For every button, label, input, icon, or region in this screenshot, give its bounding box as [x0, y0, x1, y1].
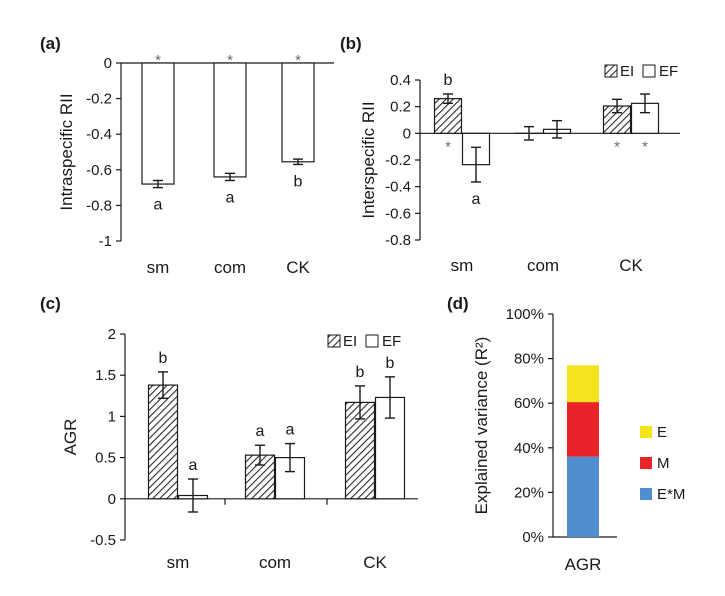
panel-label: (a) [40, 34, 61, 53]
y-tick-label: 0.4 [390, 72, 411, 89]
significance-letter: a [189, 457, 198, 474]
legend-label: E [657, 424, 667, 441]
significance-star: * [227, 52, 233, 69]
bar-hatched [147, 384, 179, 500]
significance-letter: b [386, 355, 395, 372]
stacked-bar-segment [567, 402, 599, 457]
legend-swatch [640, 426, 652, 438]
legend-swatch [640, 488, 652, 500]
y-axis-title: Explained variance (R²) [472, 337, 491, 515]
y-tick-label: -0.4 [86, 126, 112, 143]
bar-open [141, 62, 175, 185]
legend-swatch [640, 457, 652, 469]
y-tick-label: -0.5 [90, 532, 116, 549]
panel-label: (c) [40, 294, 61, 313]
panel-label: (d) [447, 294, 469, 313]
x-category-label: sm [147, 258, 170, 277]
x-category-label: com [214, 258, 246, 277]
legend-swatch [365, 334, 379, 348]
legend-swatch [604, 64, 618, 78]
y-tick-label: 1 [108, 408, 116, 425]
x-category-label: com [527, 256, 559, 275]
y-tick-label: 0% [522, 529, 544, 546]
x-category-label: sm [451, 256, 474, 275]
y-tick-label: 0 [403, 125, 411, 142]
significance-star: * [295, 52, 301, 69]
y-tick-label: 20% [514, 484, 544, 501]
y-tick-label: -0.2 [86, 91, 112, 108]
y-tick-label: 2 [108, 326, 116, 343]
x-category-label: sm [167, 553, 190, 572]
significance-letter: a [256, 423, 265, 440]
bar-hatched [433, 98, 463, 134]
significance-letter: b [159, 350, 168, 367]
significance-star: * [614, 138, 620, 155]
significance-letter: b [444, 72, 453, 89]
y-tick-label: -0.8 [385, 232, 411, 249]
panel-label: (b) [340, 34, 362, 53]
x-category-label: CK [363, 553, 387, 572]
y-tick-label: 0 [108, 491, 116, 508]
legend-swatch [327, 334, 341, 348]
y-tick-label: 60% [514, 395, 544, 412]
legend-label: E*M [657, 486, 685, 503]
legend-swatch [642, 64, 656, 78]
y-tick-label: 0 [104, 55, 112, 72]
y-tick-label: -0.8 [86, 197, 112, 214]
significance-letter: a [286, 422, 295, 439]
significance-star: * [642, 138, 648, 155]
y-tick-label: -0.2 [385, 152, 411, 169]
x-category-label: CK [286, 258, 310, 277]
significance-letter: b [356, 364, 365, 381]
significance-letter: b [294, 173, 303, 190]
significance-star: * [445, 138, 451, 155]
x-category-label: com [259, 553, 291, 572]
stacked-bar-segment [567, 365, 599, 403]
significance-star: * [155, 52, 161, 69]
y-tick-label: 40% [514, 440, 544, 457]
stacked-bar-segment [567, 456, 599, 537]
y-tick-label: 0.5 [95, 450, 116, 467]
significance-letter: a [226, 189, 235, 206]
y-tick-label: 100% [506, 306, 544, 323]
y-axis-title: Intraspecific RII [57, 93, 76, 210]
significance-letter: a [154, 197, 163, 214]
y-tick-label: 1.5 [95, 367, 116, 384]
x-category-label: AGR [565, 555, 602, 574]
y-tick-label: -0.6 [385, 205, 411, 222]
legend-label: M [657, 455, 670, 472]
significance-letter: a [472, 191, 481, 208]
y-tick-label: -1 [99, 233, 112, 250]
legend-label: EI [620, 63, 634, 80]
y-axis-title: AGR [61, 419, 80, 456]
legend-label: EF [659, 63, 678, 80]
legend-label: EF [382, 333, 401, 350]
y-tick-label: 80% [514, 351, 544, 368]
y-axis-title: Interspecific RII [359, 101, 378, 218]
y-tick-label: 0.2 [390, 99, 411, 116]
y-tick-label: -0.4 [385, 179, 411, 196]
y-tick-label: -0.6 [86, 162, 112, 179]
legend-label: EI [343, 333, 357, 350]
x-category-label: CK [619, 256, 643, 275]
bar-open [213, 62, 247, 178]
bar-open [281, 62, 315, 163]
